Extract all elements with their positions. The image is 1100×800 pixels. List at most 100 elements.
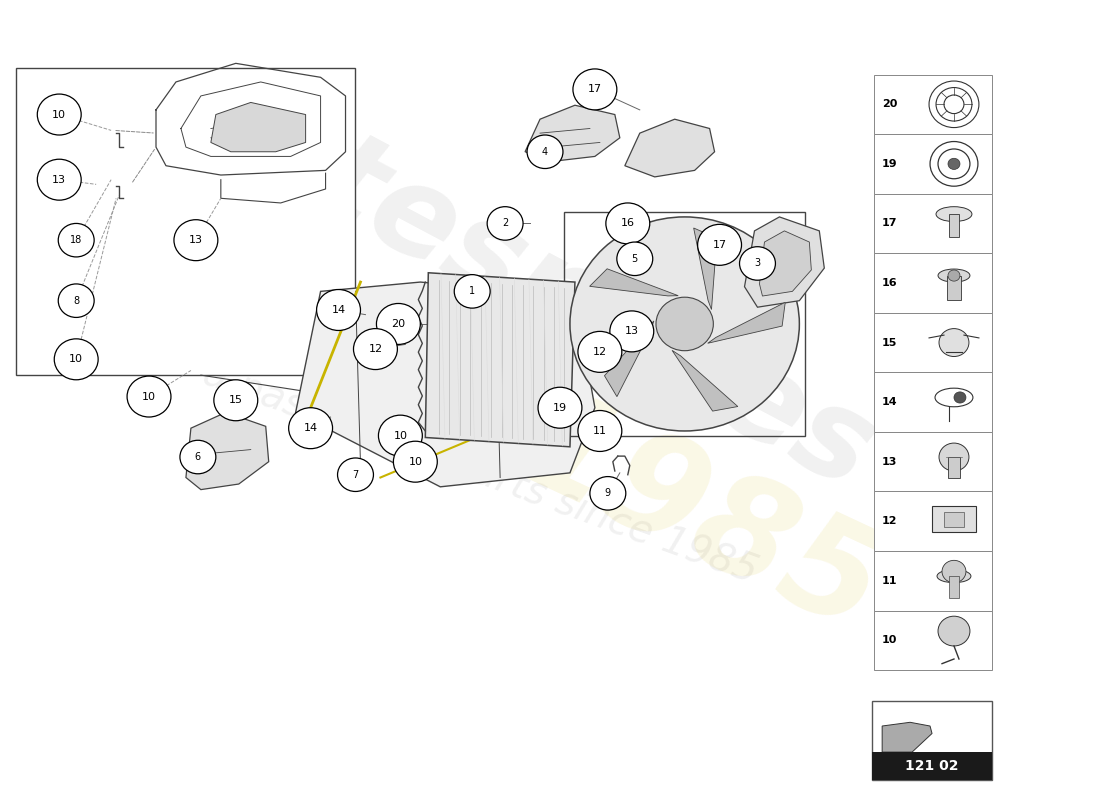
Text: 17: 17 <box>713 240 727 250</box>
Circle shape <box>939 443 969 471</box>
Polygon shape <box>625 119 715 177</box>
Circle shape <box>338 458 373 491</box>
Text: 10: 10 <box>394 430 407 441</box>
Circle shape <box>378 415 422 456</box>
Bar <box>16 68 355 375</box>
Polygon shape <box>296 282 595 487</box>
Bar <box>874 194 992 254</box>
Circle shape <box>54 339 98 380</box>
Circle shape <box>656 297 713 350</box>
Bar <box>874 372 992 432</box>
Circle shape <box>353 329 397 370</box>
Bar <box>949 214 959 238</box>
Circle shape <box>590 477 626 510</box>
Circle shape <box>376 303 420 345</box>
Bar <box>872 752 992 780</box>
Bar <box>564 211 805 436</box>
Bar <box>874 254 992 313</box>
Text: 14: 14 <box>331 305 345 315</box>
Text: 13: 13 <box>882 457 898 466</box>
Text: 2: 2 <box>502 218 508 229</box>
Bar <box>874 491 992 551</box>
Circle shape <box>317 290 361 330</box>
Circle shape <box>573 69 617 110</box>
Circle shape <box>942 560 966 582</box>
Text: 6: 6 <box>195 452 201 462</box>
Text: 10: 10 <box>69 354 84 364</box>
Bar <box>932 506 976 533</box>
Text: 10: 10 <box>52 110 66 119</box>
Text: 17: 17 <box>882 218 898 229</box>
Circle shape <box>954 392 966 403</box>
Bar <box>947 275 961 300</box>
Text: 8: 8 <box>73 296 79 306</box>
Text: 20: 20 <box>392 319 406 329</box>
Bar <box>874 551 992 610</box>
Text: 14: 14 <box>304 423 318 433</box>
Text: 19: 19 <box>553 402 566 413</box>
Circle shape <box>37 94 81 135</box>
Text: 15: 15 <box>229 395 243 406</box>
Circle shape <box>938 616 970 646</box>
Text: 14: 14 <box>882 397 898 407</box>
Bar <box>948 457 960 478</box>
Text: 16: 16 <box>620 218 635 229</box>
Bar <box>874 134 992 194</box>
Circle shape <box>527 135 563 169</box>
Bar <box>874 432 992 491</box>
Circle shape <box>128 376 170 417</box>
Circle shape <box>578 331 621 372</box>
Text: 13: 13 <box>52 174 66 185</box>
Circle shape <box>697 224 741 266</box>
Text: 17: 17 <box>587 85 602 94</box>
Text: 7: 7 <box>352 470 359 480</box>
Bar <box>872 701 992 780</box>
Text: elitespares: elitespares <box>145 40 894 515</box>
Text: 13: 13 <box>625 326 639 336</box>
Text: 121 02: 121 02 <box>905 759 959 773</box>
Text: 3: 3 <box>755 258 760 269</box>
Circle shape <box>606 203 650 244</box>
Polygon shape <box>211 102 306 152</box>
Circle shape <box>948 270 960 281</box>
Polygon shape <box>672 350 738 411</box>
Text: 10: 10 <box>408 457 422 466</box>
Bar <box>874 313 992 372</box>
Circle shape <box>454 274 491 308</box>
Text: 12: 12 <box>593 347 607 357</box>
Circle shape <box>617 242 652 275</box>
Polygon shape <box>605 321 653 397</box>
Bar <box>874 610 992 670</box>
Circle shape <box>37 159 81 200</box>
Text: 5: 5 <box>631 254 638 264</box>
Circle shape <box>58 223 95 257</box>
Circle shape <box>939 329 969 357</box>
Text: 9: 9 <box>605 488 610 498</box>
Circle shape <box>394 442 438 482</box>
Polygon shape <box>759 231 812 296</box>
Ellipse shape <box>936 206 972 222</box>
Circle shape <box>739 246 776 280</box>
Circle shape <box>948 158 960 170</box>
Polygon shape <box>707 302 785 343</box>
Text: 15: 15 <box>882 338 898 347</box>
Bar <box>949 576 959 598</box>
Text: 10: 10 <box>142 391 156 402</box>
Text: 20: 20 <box>882 99 898 110</box>
Text: 12: 12 <box>882 516 898 526</box>
Polygon shape <box>525 106 619 161</box>
Polygon shape <box>745 217 824 307</box>
Polygon shape <box>426 273 575 447</box>
Circle shape <box>609 311 653 352</box>
Circle shape <box>578 410 621 451</box>
Polygon shape <box>590 269 679 296</box>
Circle shape <box>174 220 218 261</box>
Bar <box>874 74 992 134</box>
Polygon shape <box>882 722 932 752</box>
Circle shape <box>570 217 800 431</box>
Text: 16: 16 <box>882 278 898 288</box>
Bar <box>944 512 964 527</box>
Text: 18: 18 <box>70 235 82 245</box>
Circle shape <box>288 408 332 449</box>
Circle shape <box>180 440 216 474</box>
